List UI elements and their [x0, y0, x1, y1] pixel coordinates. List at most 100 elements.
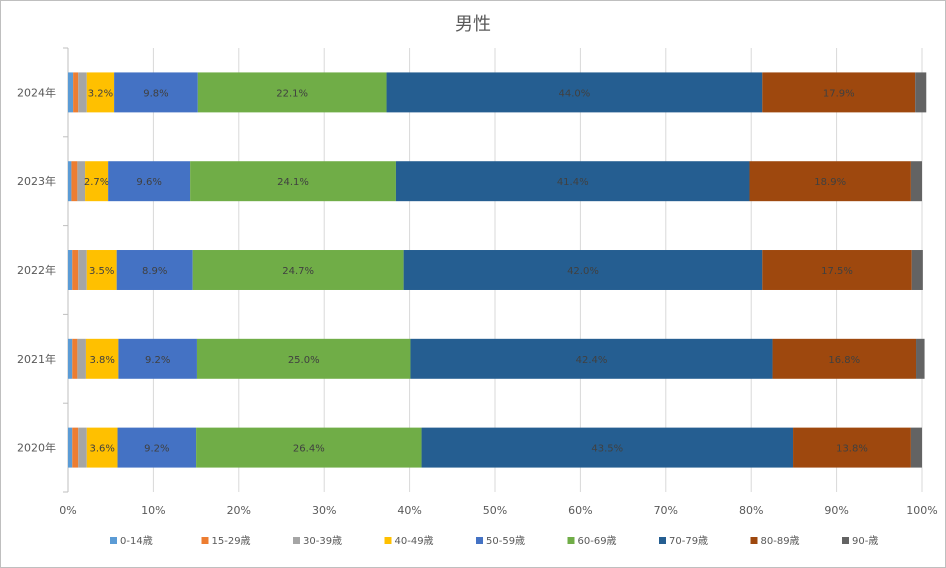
legend-label: 50-59歳 — [486, 535, 525, 547]
bar-segment — [77, 338, 86, 379]
bar-segment — [395, 161, 750, 202]
legend-label: 80-89歳 — [761, 535, 800, 547]
legend-label: 70-79歳 — [669, 535, 708, 547]
bar-segment — [192, 250, 404, 290]
data-label: 9.2% — [144, 444, 169, 455]
bar-segment — [68, 250, 73, 290]
x-tick-label: 100% — [906, 504, 937, 517]
bar-segment — [196, 338, 411, 379]
data-label: 3.6% — [89, 444, 114, 455]
bar-segment — [117, 427, 197, 468]
data-label: 24.7% — [282, 266, 314, 277]
bar-segment — [78, 427, 87, 468]
bar-segment — [85, 161, 109, 202]
data-label: 43.5% — [591, 444, 623, 455]
bar-segment — [772, 338, 917, 379]
data-label: 41.4% — [557, 177, 589, 188]
bar-segment — [78, 72, 87, 113]
bar-segment — [72, 338, 78, 379]
data-label: 17.5% — [821, 266, 853, 277]
x-tick-label: 60% — [568, 504, 592, 517]
data-label: 24.1% — [277, 177, 309, 188]
bar-segment — [915, 72, 927, 113]
legend-swatch — [201, 537, 209, 544]
bar-segment — [78, 250, 87, 290]
data-label: 17.9% — [823, 88, 855, 99]
x-tick-label: 40% — [397, 504, 421, 517]
bar-segment — [749, 161, 911, 202]
bar-segment — [910, 427, 922, 468]
bar-segment — [73, 72, 79, 113]
bar-segment — [190, 161, 396, 202]
bar-segment — [86, 250, 117, 290]
bar-segment — [118, 338, 197, 379]
bar-segment — [196, 427, 422, 468]
legend-swatch — [110, 537, 117, 544]
bar-segment — [72, 427, 79, 468]
legend-swatch — [750, 537, 758, 544]
bar-segment — [86, 72, 115, 113]
data-label: 9.8% — [143, 88, 168, 99]
bar-segment — [85, 338, 119, 379]
y-tick-label: 2024年 — [17, 85, 56, 99]
data-label: 16.8% — [828, 355, 860, 366]
data-label: 2.7% — [84, 177, 109, 188]
bar-segment — [410, 338, 773, 379]
bar-segment — [910, 161, 922, 202]
bar-segment — [72, 250, 79, 290]
data-label: 42.4% — [576, 355, 608, 366]
bar-segment — [916, 338, 925, 379]
x-tick-label: 80% — [739, 504, 763, 517]
legend-label: 40-49歳 — [395, 535, 434, 547]
legend-swatch — [842, 537, 849, 544]
legend-label: 90-歳 — [852, 535, 878, 547]
bar-segment — [86, 427, 118, 468]
legend-label: 15-29歳 — [212, 535, 251, 547]
data-label: 3.2% — [88, 88, 113, 99]
legend-label: 0-14歳 — [120, 535, 153, 547]
bar-segment — [762, 72, 916, 113]
bar-segment — [793, 427, 911, 468]
chart-title: 男性 — [455, 14, 491, 35]
bar-segment — [71, 161, 78, 202]
bar-segment — [116, 250, 193, 290]
x-tick-label: 0% — [59, 504, 76, 517]
legend-swatch — [659, 537, 666, 544]
data-label: 44.0% — [559, 88, 591, 99]
x-tick-label: 90% — [824, 504, 848, 517]
data-label: 13.8% — [836, 444, 868, 455]
x-tick-label: 20% — [227, 504, 251, 517]
x-tick-label: 50% — [483, 504, 507, 517]
x-tick-label: 70% — [654, 504, 678, 517]
bar-segment — [68, 338, 73, 379]
legend-label: 30-39歳 — [303, 535, 342, 547]
data-label: 9.6% — [136, 177, 161, 188]
data-label: 3.8% — [89, 355, 114, 366]
bar-segment — [108, 161, 191, 202]
bar-segment — [114, 72, 198, 113]
data-label: 25.0% — [288, 355, 320, 366]
y-tick-label: 2023年 — [17, 174, 56, 188]
data-label: 3.5% — [89, 266, 114, 277]
data-label: 26.4% — [293, 444, 325, 455]
legend-swatch — [476, 537, 483, 544]
bar-segment — [68, 72, 74, 113]
legend-swatch — [293, 537, 300, 544]
data-label: 8.9% — [142, 266, 167, 277]
y-tick-label: 2021年 — [17, 352, 56, 366]
bar-segment — [421, 427, 794, 468]
y-tick-label: 2022年 — [17, 263, 56, 277]
bar-segment — [68, 161, 72, 202]
legend-swatch — [384, 537, 392, 544]
y-tick-label: 2020年 — [17, 441, 56, 455]
data-label: 22.1% — [276, 88, 308, 99]
x-tick-label: 30% — [312, 504, 336, 517]
bar-segment — [197, 72, 387, 113]
bar-segment — [762, 250, 912, 290]
bar-segment — [68, 427, 73, 468]
legend-swatch — [567, 537, 575, 544]
bar-segment — [77, 161, 86, 202]
bar-segment — [403, 250, 763, 290]
x-tick-label: 10% — [141, 504, 165, 517]
